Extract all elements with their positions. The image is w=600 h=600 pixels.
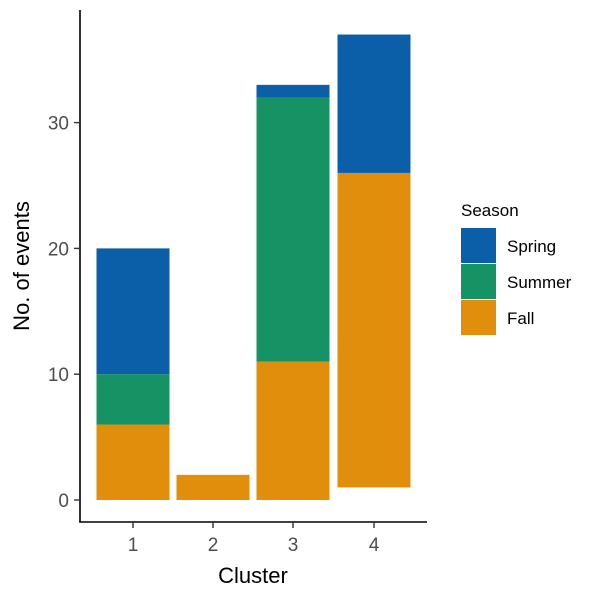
y-tick-label: 0 — [58, 491, 69, 512]
bar-summer-cluster-1 — [96, 374, 170, 425]
x-axis-title: Cluster — [218, 563, 288, 588]
bar-spring-cluster-1 — [96, 248, 170, 375]
y-axis-title: No. of events — [9, 201, 34, 331]
bars-layer — [96, 34, 411, 500]
bar-fall-cluster-1 — [96, 424, 170, 500]
legend-key-spring — [461, 228, 496, 263]
y-tick-label: 20 — [48, 239, 69, 260]
legend-label-summer: Summer — [507, 273, 572, 292]
legend-key-summer — [461, 264, 496, 299]
bar-spring-cluster-4 — [337, 34, 411, 173]
x-tick-label: 1 — [128, 535, 139, 556]
bar-spring-cluster-3 — [256, 84, 330, 98]
bar-fall-cluster-2 — [176, 474, 250, 500]
y-tick-label: 10 — [48, 365, 69, 386]
bar-fall-cluster-4 — [337, 172, 411, 488]
x-tick-label: 2 — [208, 535, 219, 556]
x-ticks: 1 2 3 4 — [128, 522, 380, 556]
legend-key-fall — [461, 300, 496, 335]
axes-layer — [79, 10, 427, 523]
x-tick-label: 4 — [369, 535, 380, 556]
legend-title: Season — [461, 201, 519, 220]
y-ticks: 0 10 20 30 — [48, 114, 80, 512]
legend: Season Spring Summer Fall — [461, 201, 572, 335]
x-tick-label: 3 — [288, 535, 299, 556]
bar-summer-cluster-3 — [256, 97, 330, 362]
y-tick-label: 30 — [48, 114, 69, 135]
legend-label-spring: Spring — [507, 237, 556, 256]
bar-fall-cluster-3 — [256, 361, 330, 500]
legend-label-fall: Fall — [507, 309, 534, 328]
legend-items: Spring Summer Fall — [461, 228, 572, 335]
